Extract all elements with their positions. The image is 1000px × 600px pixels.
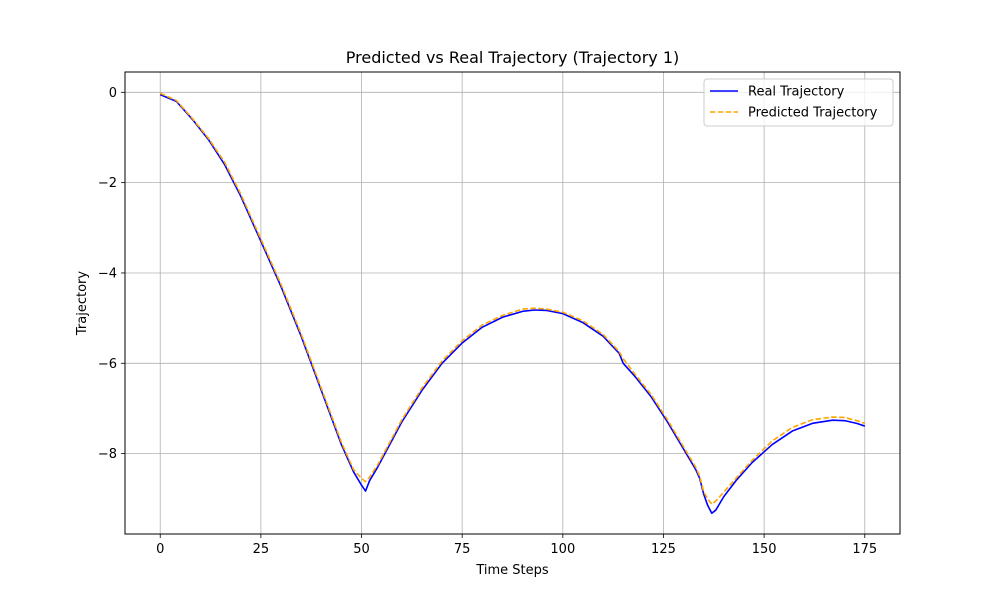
y-tick-label: −6 [98, 357, 117, 372]
y-tick-label: −4 [98, 266, 117, 281]
y-tick-label: −2 [98, 176, 117, 191]
plot-frame [124, 71, 901, 535]
y-tick-label: −8 [98, 447, 117, 462]
y-axis-label: Trajectory [75, 271, 90, 336]
legend-box [703, 78, 894, 127]
gridlines [125, 72, 900, 534]
x-axis-ticks: 0 25 50 75 100 125 150 175 [156, 534, 877, 557]
chart-title: Predicted vs Real Trajectory (Trajectory… [346, 48, 680, 67]
x-tick-label: 175 [852, 542, 877, 557]
legend: Real Trajectory Predicted Trajectory [703, 78, 894, 127]
x-tick-label: 50 [353, 542, 370, 557]
x-tick-label: 100 [550, 542, 575, 557]
y-tick-label: 0 [109, 86, 117, 101]
series-layer [159, 92, 866, 515]
legend-label-predicted: Predicted Trajectory [748, 106, 878, 121]
y-axis-ticks: 0 −2 −4 −6 −8 [98, 86, 125, 462]
legend-label-real: Real Trajectory [748, 85, 845, 100]
x-tick-label: 125 [651, 542, 676, 557]
x-tick-label: 150 [752, 542, 777, 557]
predicted-trajectory-line [159, 92, 866, 505]
x-tick-label: 25 [253, 542, 270, 557]
x-tick-label: 0 [156, 542, 164, 557]
x-axis-label: Time Steps [475, 563, 549, 578]
x-tick-label: 75 [454, 542, 471, 557]
